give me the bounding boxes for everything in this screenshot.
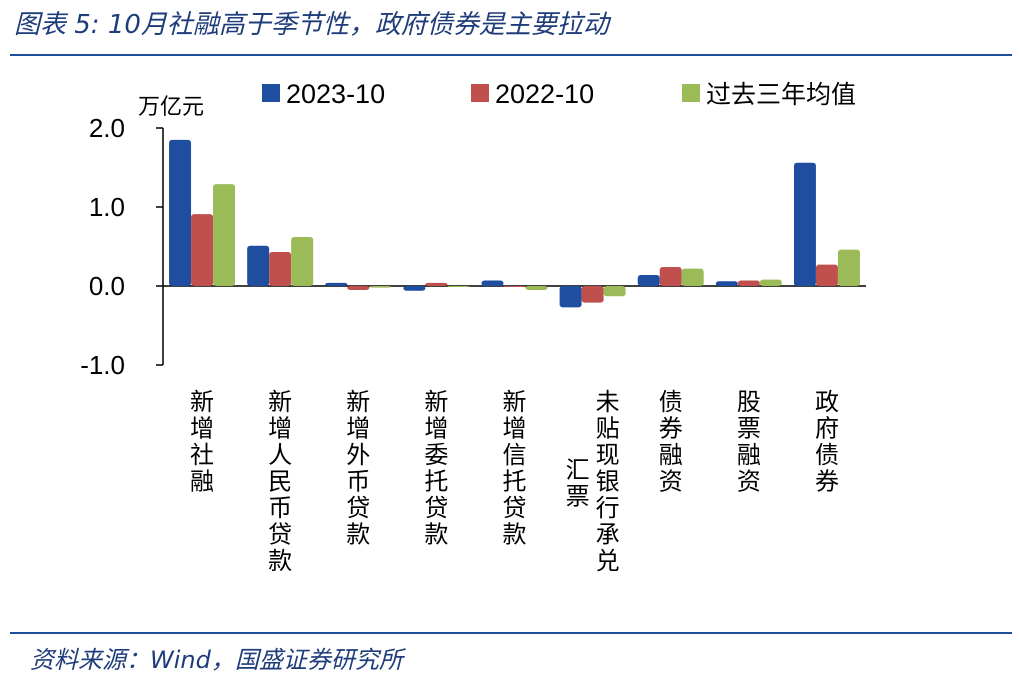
bar-2022-10-新增社融 [191, 214, 214, 286]
source-note: 资料来源：Wind，国盛证券研究所 [30, 646, 403, 674]
legend-label: 过去三年均值 [706, 80, 856, 109]
bars [169, 139, 860, 308]
category-label: 股票融资 [737, 388, 761, 496]
bar-2023-10-政府债券 [793, 162, 816, 286]
category-label: 新增社融 [190, 388, 214, 496]
y-tick-label: 1.0 [89, 192, 125, 222]
legend-swatch [682, 84, 700, 102]
bar-2023-10-债券融资 [637, 274, 660, 286]
bar-过去三年均值-新增社融 [213, 184, 236, 286]
bar-过去三年均值-政府债券 [837, 249, 860, 286]
top-divider [10, 54, 1012, 56]
bar-2023-10-股票融资 [715, 281, 738, 286]
bar-过去三年均值-新增信托贷款 [525, 286, 548, 290]
legend-swatch [262, 84, 280, 102]
bar-2022-10-股票融资 [737, 280, 760, 286]
bar-2022-10-债券融资 [659, 267, 682, 286]
bar-2022-10-新增委托贷款 [425, 282, 448, 286]
y-tick-label: -1.0 [80, 350, 125, 380]
category-label: 新增人民币贷款 [268, 388, 292, 575]
y-tick-label: 0.0 [89, 271, 125, 301]
bar-2023-10-新增外币贷款 [325, 282, 348, 286]
bar-2022-10-政府债券 [815, 264, 838, 286]
bar-过去三年均值-新增委托贷款 [447, 286, 470, 287]
y-unit-label: 万亿元 [138, 95, 204, 120]
bar-2022-10-新增人民币贷款 [269, 252, 292, 286]
category-label: 新增委托贷款 [424, 388, 448, 549]
bar-过去三年均值-未贴现银行承兑汇票 [603, 286, 626, 297]
bottom-divider [10, 632, 1012, 634]
category-label: 未贴现银行承兑 [596, 388, 620, 575]
bar-过去三年均值-股票融资 [759, 279, 782, 286]
y-tick-label: 2.0 [89, 113, 125, 143]
category-label: 汇票 [566, 456, 590, 511]
legend: 2023-10 2022-10 过去三年均值 [262, 79, 856, 109]
legend-swatch [471, 84, 489, 102]
bar-过去三年均值-新增人民币贷款 [291, 237, 314, 286]
bar-2023-10-新增人民币贷款 [247, 245, 270, 286]
category-label: 新增信托贷款 [503, 388, 527, 549]
category-label: 政府债券 [815, 388, 839, 496]
bar-2022-10-新增信托贷款 [503, 286, 526, 287]
bar-2022-10-新增外币贷款 [347, 286, 370, 290]
category-label: 新增外币贷款 [346, 388, 370, 549]
bar-2023-10-新增信托贷款 [481, 280, 504, 286]
category-label: 债券融资 [659, 388, 683, 496]
legend-label: 2022-10 [495, 79, 594, 109]
bar-2023-10-未贴现银行承兑汇票 [559, 286, 582, 308]
bar-2023-10-新增委托贷款 [403, 286, 426, 291]
legend-label: 2023-10 [286, 79, 385, 109]
chart-title: 图表 5: 10月社融高于季节性，政府债券是主要拉动 [14, 10, 609, 40]
bar-过去三年均值-新增外币贷款 [369, 286, 392, 288]
bar-2023-10-新增社融 [169, 139, 192, 286]
bar-过去三年均值-债券融资 [681, 268, 704, 286]
bar-2022-10-未贴现银行承兑汇票 [581, 286, 604, 303]
